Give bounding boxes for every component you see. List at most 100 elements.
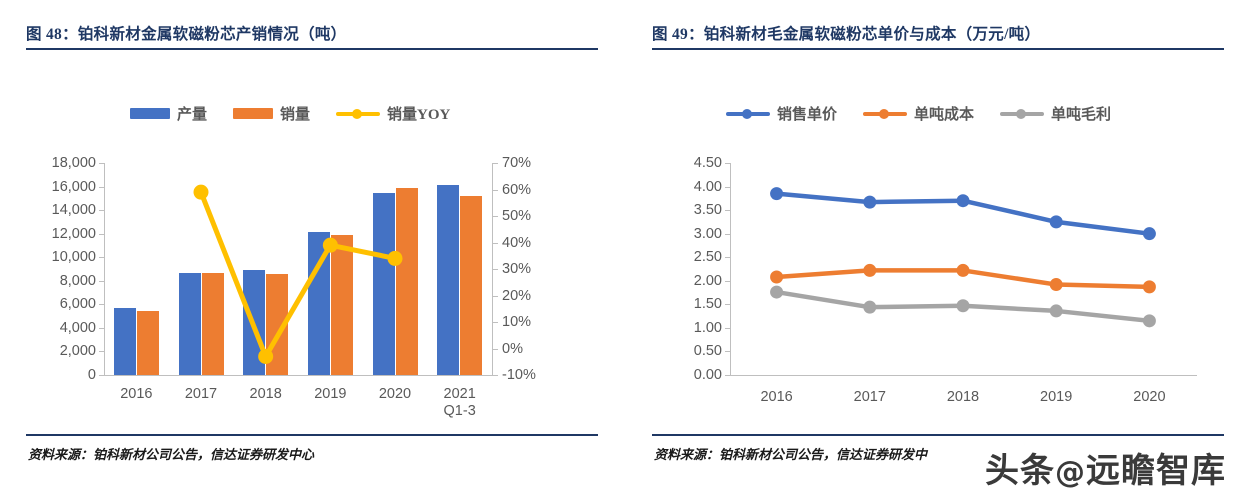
x-tick-label: 2018 [946, 389, 980, 405]
y-tick-label-left: 4,000 [59, 319, 96, 336]
data-point-销售单价 [863, 195, 877, 209]
y-tick-left [99, 280, 104, 282]
x-tick-label: 2016 [760, 389, 793, 405]
x-tick-label-line: 2017 [184, 386, 218, 402]
data-point-单吨成本 [1049, 278, 1063, 292]
y-tick-label: 2.00 [693, 272, 722, 289]
y-tick-label-right: 70% [502, 155, 532, 171]
figure-48-source: 资料来源：铂科新材公司公告，信达证券研发中心 [28, 447, 315, 462]
y-tick-label-right: 40% [502, 234, 532, 251]
figure-48-legend: 产量 销量 销量YOY [130, 103, 450, 124]
watermark-headline: 头条 [985, 451, 1055, 491]
yoy-data-point [193, 184, 209, 200]
yoy-line-series [193, 184, 403, 364]
y-tick-label: 1.00 [693, 319, 722, 336]
y-tick-right [493, 269, 498, 270]
figure-49-title-rule [652, 48, 1224, 50]
y-tick-label-left: 14,000 [51, 202, 96, 219]
y-tick-right [493, 322, 498, 323]
y-tick-label-left: 6,000 [59, 296, 96, 313]
bar-销量 [460, 195, 483, 375]
y-tick-right [493, 375, 498, 376]
figure-48-footer-rule [26, 434, 598, 436]
legend-label: 单吨毛利 [1051, 107, 1112, 123]
watermark: 头条@远瞻智库 [985, 443, 1226, 492]
bar-产量 [178, 272, 201, 375]
y-tick-label-right: -10% [502, 367, 536, 383]
y-tick-right [493, 189, 498, 191]
data-point-单吨毛利 [863, 300, 877, 314]
y-tick-left [99, 327, 104, 329]
y-tick-label-left: 16,000 [51, 178, 96, 195]
y-axis-left [104, 163, 105, 376]
x-tick-label-line: 2021 [443, 386, 476, 402]
data-point-单吨毛利 [956, 299, 970, 313]
data-point-销售单价 [1142, 227, 1156, 241]
figure-49-source: 资料来源：铂科新材公司公告，信达证券研发中 [654, 447, 928, 462]
legend-label: 销量 [280, 107, 311, 123]
bar-产量 [113, 307, 136, 375]
data-point-单吨毛利 [1142, 314, 1156, 328]
y-tick-left [99, 304, 104, 306]
y-axis [730, 163, 731, 376]
y-axis-right [492, 163, 493, 376]
figure-48-legend-item: 产量 [130, 103, 207, 124]
yoy-data-point [258, 348, 274, 364]
x-tick-label: 2016 [120, 386, 152, 403]
y-tick-left [99, 351, 104, 353]
line-chart-series-layer [770, 187, 1156, 328]
x-tick-label: 2019 [1040, 389, 1073, 405]
x-tick-label: 2017 [853, 389, 886, 405]
bar-销量 [330, 234, 353, 375]
y-tick [725, 351, 730, 353]
legend-line-swatch-icon [336, 108, 381, 119]
y-tick-left [99, 375, 104, 376]
y-tick [725, 257, 730, 259]
y-tick [725, 186, 730, 188]
y-tick-label: 3.00 [693, 225, 722, 242]
y-tick-left [99, 163, 104, 164]
legend-line-swatch-icon [726, 108, 770, 119]
figure-48-title-rule [26, 48, 598, 50]
y-tick-label-right: 30% [502, 261, 532, 277]
x-tick-label-line: 2016 [120, 386, 153, 402]
legend-bar-swatch-icon [233, 108, 274, 119]
y-tick [725, 210, 730, 212]
y-tick [725, 280, 730, 282]
x-tick-label-line: 2020 [378, 386, 412, 402]
x-tick-label: 2017 [185, 386, 217, 403]
figure-48-plot: 0 2,000 4,000 6,000 8,000 10,000 12,000 14,000 1… [0, 0, 626, 430]
figure-48-legend-item: 销量YOY [336, 103, 450, 124]
y-tick-label: 3.50 [693, 202, 722, 219]
legend-label: 销量YOY [387, 107, 451, 123]
x-axis [104, 375, 493, 376]
y-tick-label-right: 20% [502, 287, 532, 304]
figure-48-panel: 图 48：铂科新材金属软磁粉芯产销情况（吨） 产量 销量 销量YOY 0 2,000 4… [0, 0, 626, 462]
y-tick-left [99, 186, 104, 188]
legend-bar-swatch-icon [130, 108, 170, 119]
x-tick-label: 2020 [379, 386, 411, 403]
y-tick [725, 327, 730, 329]
bar-销量 [395, 187, 418, 375]
x-tick-label: 2020 [1133, 389, 1166, 405]
y-tick-label-left: 10,000 [51, 249, 96, 266]
bar-产量 [307, 232, 330, 375]
bar-销量 [201, 272, 224, 375]
figure-48-title: 图 48：铂科新材金属软磁粉芯产销情况（吨） [26, 26, 347, 43]
y-tick-label: 4.00 [693, 178, 722, 195]
y-tick [725, 233, 730, 235]
y-tick-label-right: 50% [502, 208, 532, 224]
y-tick-label: 2.50 [693, 249, 722, 266]
x-tick-label: 2018 [250, 386, 282, 403]
figure-49-title: 图 49：铂科新材毛金属软磁粉芯单价与成本（万元/吨） [652, 26, 1041, 43]
bar-销量 [136, 311, 159, 375]
data-point-单吨毛利 [770, 285, 784, 299]
y-tick-label-right: 60% [502, 181, 532, 198]
x-tick-label: 2019 [314, 386, 346, 403]
y-tick-right [493, 163, 498, 164]
data-point-销售单价 [1049, 215, 1063, 229]
data-point-销售单价 [770, 187, 784, 201]
figure-49-legend: 销售单价 单吨成本 单吨毛利 [726, 103, 1111, 124]
figure-48-legend-item: 销量 [233, 103, 310, 124]
